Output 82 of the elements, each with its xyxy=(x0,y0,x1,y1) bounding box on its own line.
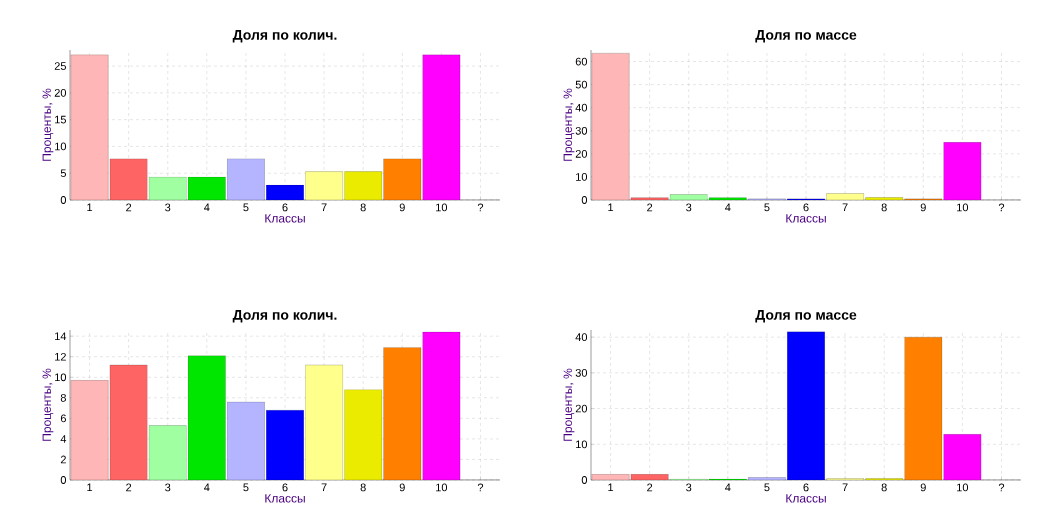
y-tick-label: 25 xyxy=(54,62,66,70)
y-axis-title: Проценты, % xyxy=(563,88,575,161)
x-tick-label: 3 xyxy=(686,203,692,212)
x-tick-label: 1 xyxy=(608,203,614,212)
x-tick-label: 3 xyxy=(165,203,171,212)
x-tick-label: 6 xyxy=(282,483,288,492)
y-tick-label: 5 xyxy=(60,169,66,178)
y-tick-label: 4 xyxy=(60,435,67,443)
y-tick-label: 0 xyxy=(60,476,67,484)
x-tick-label: ? xyxy=(998,203,1005,212)
x-tick-label: 8 xyxy=(881,203,887,212)
y-tick-label: 0 xyxy=(60,196,67,204)
y-tick-label: 10 xyxy=(576,440,588,449)
y-tick-label: 20 xyxy=(575,404,588,413)
y-tick-label: 20 xyxy=(54,88,67,97)
y-tick-label: 2 xyxy=(60,455,66,464)
x-tick-label: 1 xyxy=(87,203,93,212)
y-tick-label: 6 xyxy=(60,414,66,423)
y-tick-label: 0 xyxy=(581,476,588,484)
x-tick-label: 6 xyxy=(803,203,809,212)
x-tick-label: 2 xyxy=(647,483,653,492)
x-tick-label: 8 xyxy=(881,483,887,492)
x-tick-label: 1 xyxy=(87,483,93,492)
chart-title: Доля по колич. xyxy=(232,30,337,43)
x-tick-label: 2 xyxy=(647,203,653,212)
x-tick-label: 4 xyxy=(204,483,210,492)
y-tick-label: 10 xyxy=(55,142,67,151)
x-tick-label: 10 xyxy=(436,203,448,212)
x-tick-label: ? xyxy=(477,203,484,212)
y-axis-title: Проценты, % xyxy=(42,88,54,161)
y-tick-label: 40 xyxy=(575,333,588,342)
x-tick-label: ? xyxy=(477,483,484,492)
y-tick-label: 8 xyxy=(60,393,66,402)
y-tick-label: 15 xyxy=(55,115,66,124)
y-tick-label: 20 xyxy=(575,149,588,158)
x-tick-label: 5 xyxy=(243,203,249,212)
y-tick-label: 60 xyxy=(575,57,588,66)
x-tick-label: 2 xyxy=(126,483,132,492)
y-axis-title: Проценты, % xyxy=(42,368,54,441)
x-tick-label: 3 xyxy=(686,483,692,492)
x-tick-label: 7 xyxy=(321,483,327,492)
x-axis-title: Классы xyxy=(265,494,305,503)
y-tick-label: 40 xyxy=(575,103,588,112)
x-axis-title: Классы xyxy=(786,214,826,223)
x-tick-label: 9 xyxy=(399,483,405,492)
x-tick-label: 4 xyxy=(204,203,210,212)
chart-title: Доля по массе xyxy=(755,310,857,323)
x-tick-label: 1 xyxy=(608,483,614,492)
x-tick-label: 5 xyxy=(243,483,249,492)
y-tick-label: 10 xyxy=(55,373,67,382)
x-tick-label: 10 xyxy=(957,203,969,212)
x-tick-label: 5 xyxy=(764,203,770,212)
x-tick-label: 7 xyxy=(842,483,848,492)
x-tick-label: 9 xyxy=(399,203,405,212)
x-tick-label: 3 xyxy=(165,483,171,492)
x-tick-label: 6 xyxy=(803,483,809,492)
x-tick-label: 9 xyxy=(920,483,926,492)
y-tick-label: 12 xyxy=(55,352,66,361)
chart-title: Доля по колич. xyxy=(232,310,337,323)
y-tick-label: 50 xyxy=(575,80,588,89)
y-tick-label: 10 xyxy=(576,173,588,181)
y-tick-label: 14 xyxy=(55,332,67,340)
x-tick-label: 5 xyxy=(764,483,770,492)
y-tick-label: 30 xyxy=(575,126,588,135)
x-tick-label: 7 xyxy=(842,203,848,212)
x-axis-title: Классы xyxy=(786,494,826,503)
x-tick-label: 6 xyxy=(282,203,288,212)
x-tick-label: 10 xyxy=(436,483,448,492)
x-tick-label: 10 xyxy=(957,483,969,492)
chart-title: Доля по массе xyxy=(755,30,857,43)
x-tick-label: 8 xyxy=(360,483,366,492)
x-tick-label: 9 xyxy=(920,203,926,212)
x-tick-label: 4 xyxy=(725,203,731,212)
x-tick-label: 4 xyxy=(725,483,731,492)
y-axis-title: Проценты, % xyxy=(563,368,575,441)
x-tick-label: 8 xyxy=(360,203,366,212)
y-tick-label: 0 xyxy=(581,196,588,204)
x-tick-label: 2 xyxy=(126,203,132,212)
x-tick-label: ? xyxy=(998,483,1005,492)
x-axis-title: Классы xyxy=(265,214,305,223)
x-tick-label: 7 xyxy=(321,203,327,212)
y-tick-label: 30 xyxy=(575,368,588,377)
